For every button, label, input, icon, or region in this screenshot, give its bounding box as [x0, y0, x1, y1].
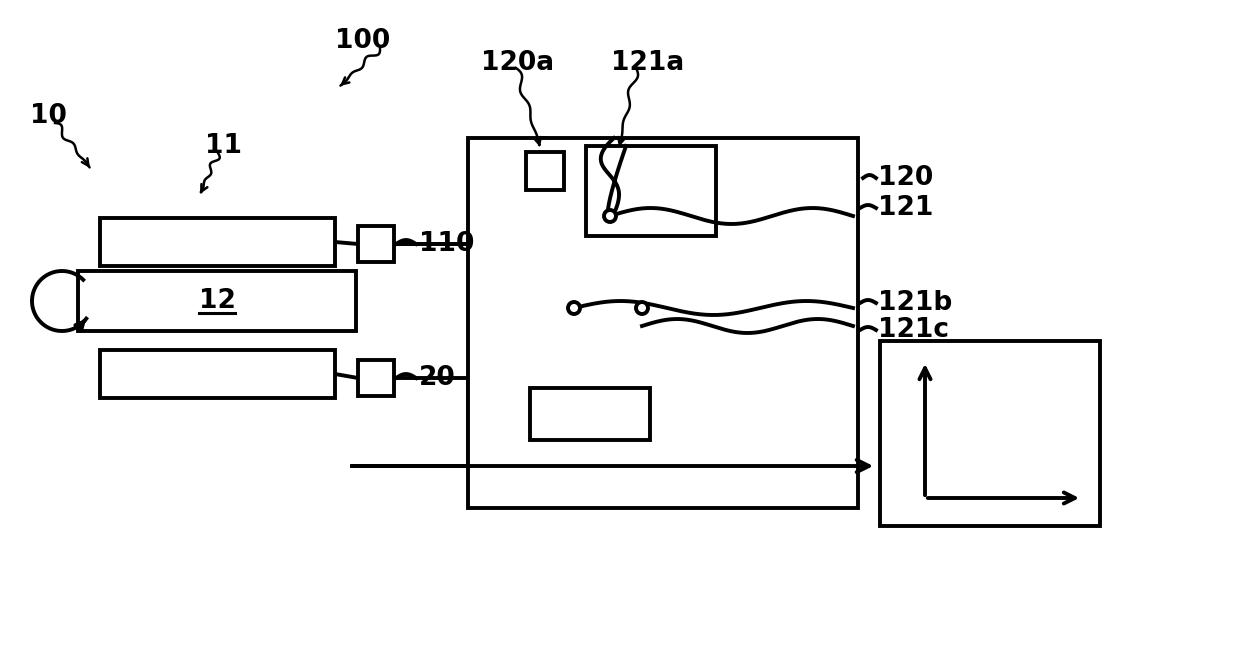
Text: 12: 12 [198, 288, 236, 314]
Bar [880, 341, 1100, 526]
Text: 121b: 121b [878, 290, 952, 316]
Bar [78, 271, 356, 331]
Text: 100: 100 [335, 28, 391, 54]
Text: 20: 20 [419, 365, 456, 391]
Bar [100, 218, 335, 266]
Circle shape [568, 302, 580, 314]
Circle shape [636, 302, 649, 314]
Text: 121c: 121c [878, 317, 949, 343]
Bar [100, 350, 335, 398]
Text: 11: 11 [205, 133, 242, 159]
Bar [467, 138, 858, 508]
Bar [587, 146, 715, 236]
Text: 120a: 120a [481, 50, 554, 76]
Bar [526, 152, 564, 190]
Bar [358, 226, 394, 262]
Text: 10: 10 [30, 103, 67, 129]
Text: 110: 110 [419, 231, 475, 257]
Circle shape [604, 210, 616, 222]
Bar [529, 388, 650, 440]
Text: 120: 120 [878, 165, 934, 191]
Bar [358, 360, 394, 396]
Text: 121a: 121a [611, 50, 684, 76]
Text: 121: 121 [878, 195, 934, 221]
